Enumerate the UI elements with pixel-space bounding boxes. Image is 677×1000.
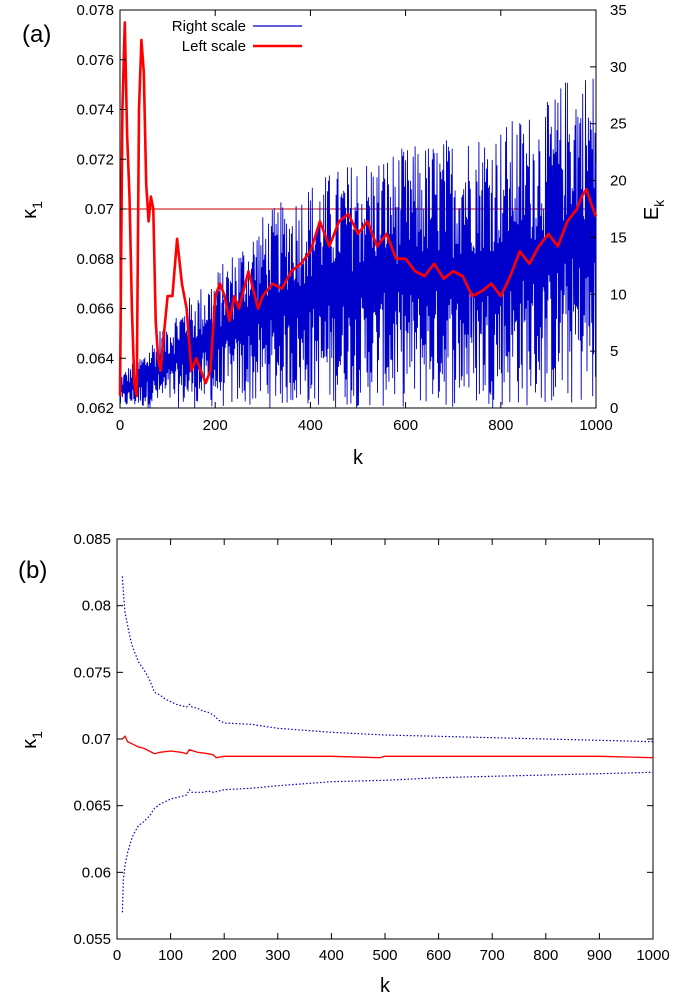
panel-b-x-label: k	[380, 975, 391, 997]
y-right-tick-label: 15	[610, 229, 627, 246]
x-tick-label: 200	[212, 947, 237, 964]
x-tick-label: 600	[426, 947, 451, 964]
panel-a-x-label: k	[353, 447, 364, 469]
y-right-tick-label: 35	[610, 2, 627, 19]
x-tick-label: 100	[158, 947, 183, 964]
x-tick-label: 700	[480, 947, 505, 964]
panel-b: (b) 0 100 200 300 400 500 600 700 800 900 1000 0.05…	[18, 531, 670, 997]
series-0	[121, 735, 654, 759]
x-tick-label: 800	[533, 947, 558, 964]
y-left-tick-label: 0.078	[76, 2, 114, 19]
y-right-tick-label: 20	[610, 173, 627, 190]
x-tick-label: 900	[587, 947, 612, 964]
y-left-tick-label: 0.062	[76, 400, 114, 417]
x-tick-label: 800	[488, 417, 513, 434]
y-left-tick-label: 0.07	[85, 201, 114, 218]
panel-b-label: (b)	[18, 557, 47, 584]
panel-a-ticks: 0 200 400 600 800 10000.0620.0640.0660.0680.0…	[76, 2, 626, 434]
y-left-tick-label: 0.068	[76, 251, 114, 268]
x-tick-label: 400	[319, 947, 344, 964]
y-right-label-text: Ek	[641, 199, 667, 220]
y-left-tick-label: 0.066	[76, 301, 114, 318]
y-tick-label: 0.055	[73, 931, 111, 948]
y-label-text: κ1	[19, 731, 45, 749]
x-tick-label: 400	[298, 417, 323, 434]
y-right-tick-label: 5	[610, 343, 618, 360]
y-left-tick-label: 0.076	[76, 52, 114, 69]
panel-b-frame	[116, 538, 654, 940]
y-tick-label: 0.085	[73, 531, 111, 548]
panel-a-label: (a)	[22, 21, 51, 48]
panel-a-legend: Right scale Left scale	[172, 18, 302, 55]
panel-a-y-label-right: Ek	[641, 199, 667, 220]
panel-a: (a) 0 200 400 600 800 10000.0620.0640.0660.06…	[19, 2, 667, 469]
y-right-tick-label: 10	[610, 286, 627, 303]
x-tick-label: 0	[116, 417, 124, 434]
x-tick-label: 300	[265, 947, 290, 964]
panel-a-series	[118, 21, 598, 408]
y-left-label-text: κ1	[19, 201, 45, 219]
series-1	[121, 576, 654, 743]
y-left-tick-label: 0.064	[76, 350, 114, 367]
legend-label-right-scale: Right scale	[172, 18, 246, 35]
x-tick-label: 600	[393, 417, 418, 434]
x-tick-label: 0	[113, 947, 121, 964]
panel-b-ticks: 0 100 200 300 400 500 600 700 800 900 1000 0.055 0.0…	[73, 531, 669, 964]
x-tick-label: 1000	[636, 947, 669, 964]
panel-a-y-label-left: κ1	[19, 201, 45, 219]
panel-b-y-label: κ1	[19, 731, 45, 749]
y-left-tick-label: 0.074	[76, 102, 114, 119]
series-left-scale	[118, 21, 598, 397]
x-tick-label: 1000	[579, 417, 612, 434]
y-right-tick-label: 0	[610, 400, 618, 417]
y-right-tick-label: 30	[610, 59, 627, 76]
panel-b-series	[121, 576, 654, 913]
y-right-tick-label: 25	[610, 116, 627, 133]
y-tick-label: 0.065	[73, 798, 111, 815]
x-tick-label: 500	[372, 947, 397, 964]
y-tick-label: 0.08	[82, 598, 111, 615]
series-2	[121, 771, 654, 913]
y-left-tick-label: 0.072	[76, 151, 114, 168]
y-tick-label: 0.07	[82, 731, 111, 748]
x-tick-label: 200	[203, 417, 228, 434]
y-tick-label: 0.06	[82, 864, 111, 881]
legend-label-left-scale: Left scale	[182, 38, 246, 55]
y-tick-label: 0.075	[73, 664, 111, 681]
